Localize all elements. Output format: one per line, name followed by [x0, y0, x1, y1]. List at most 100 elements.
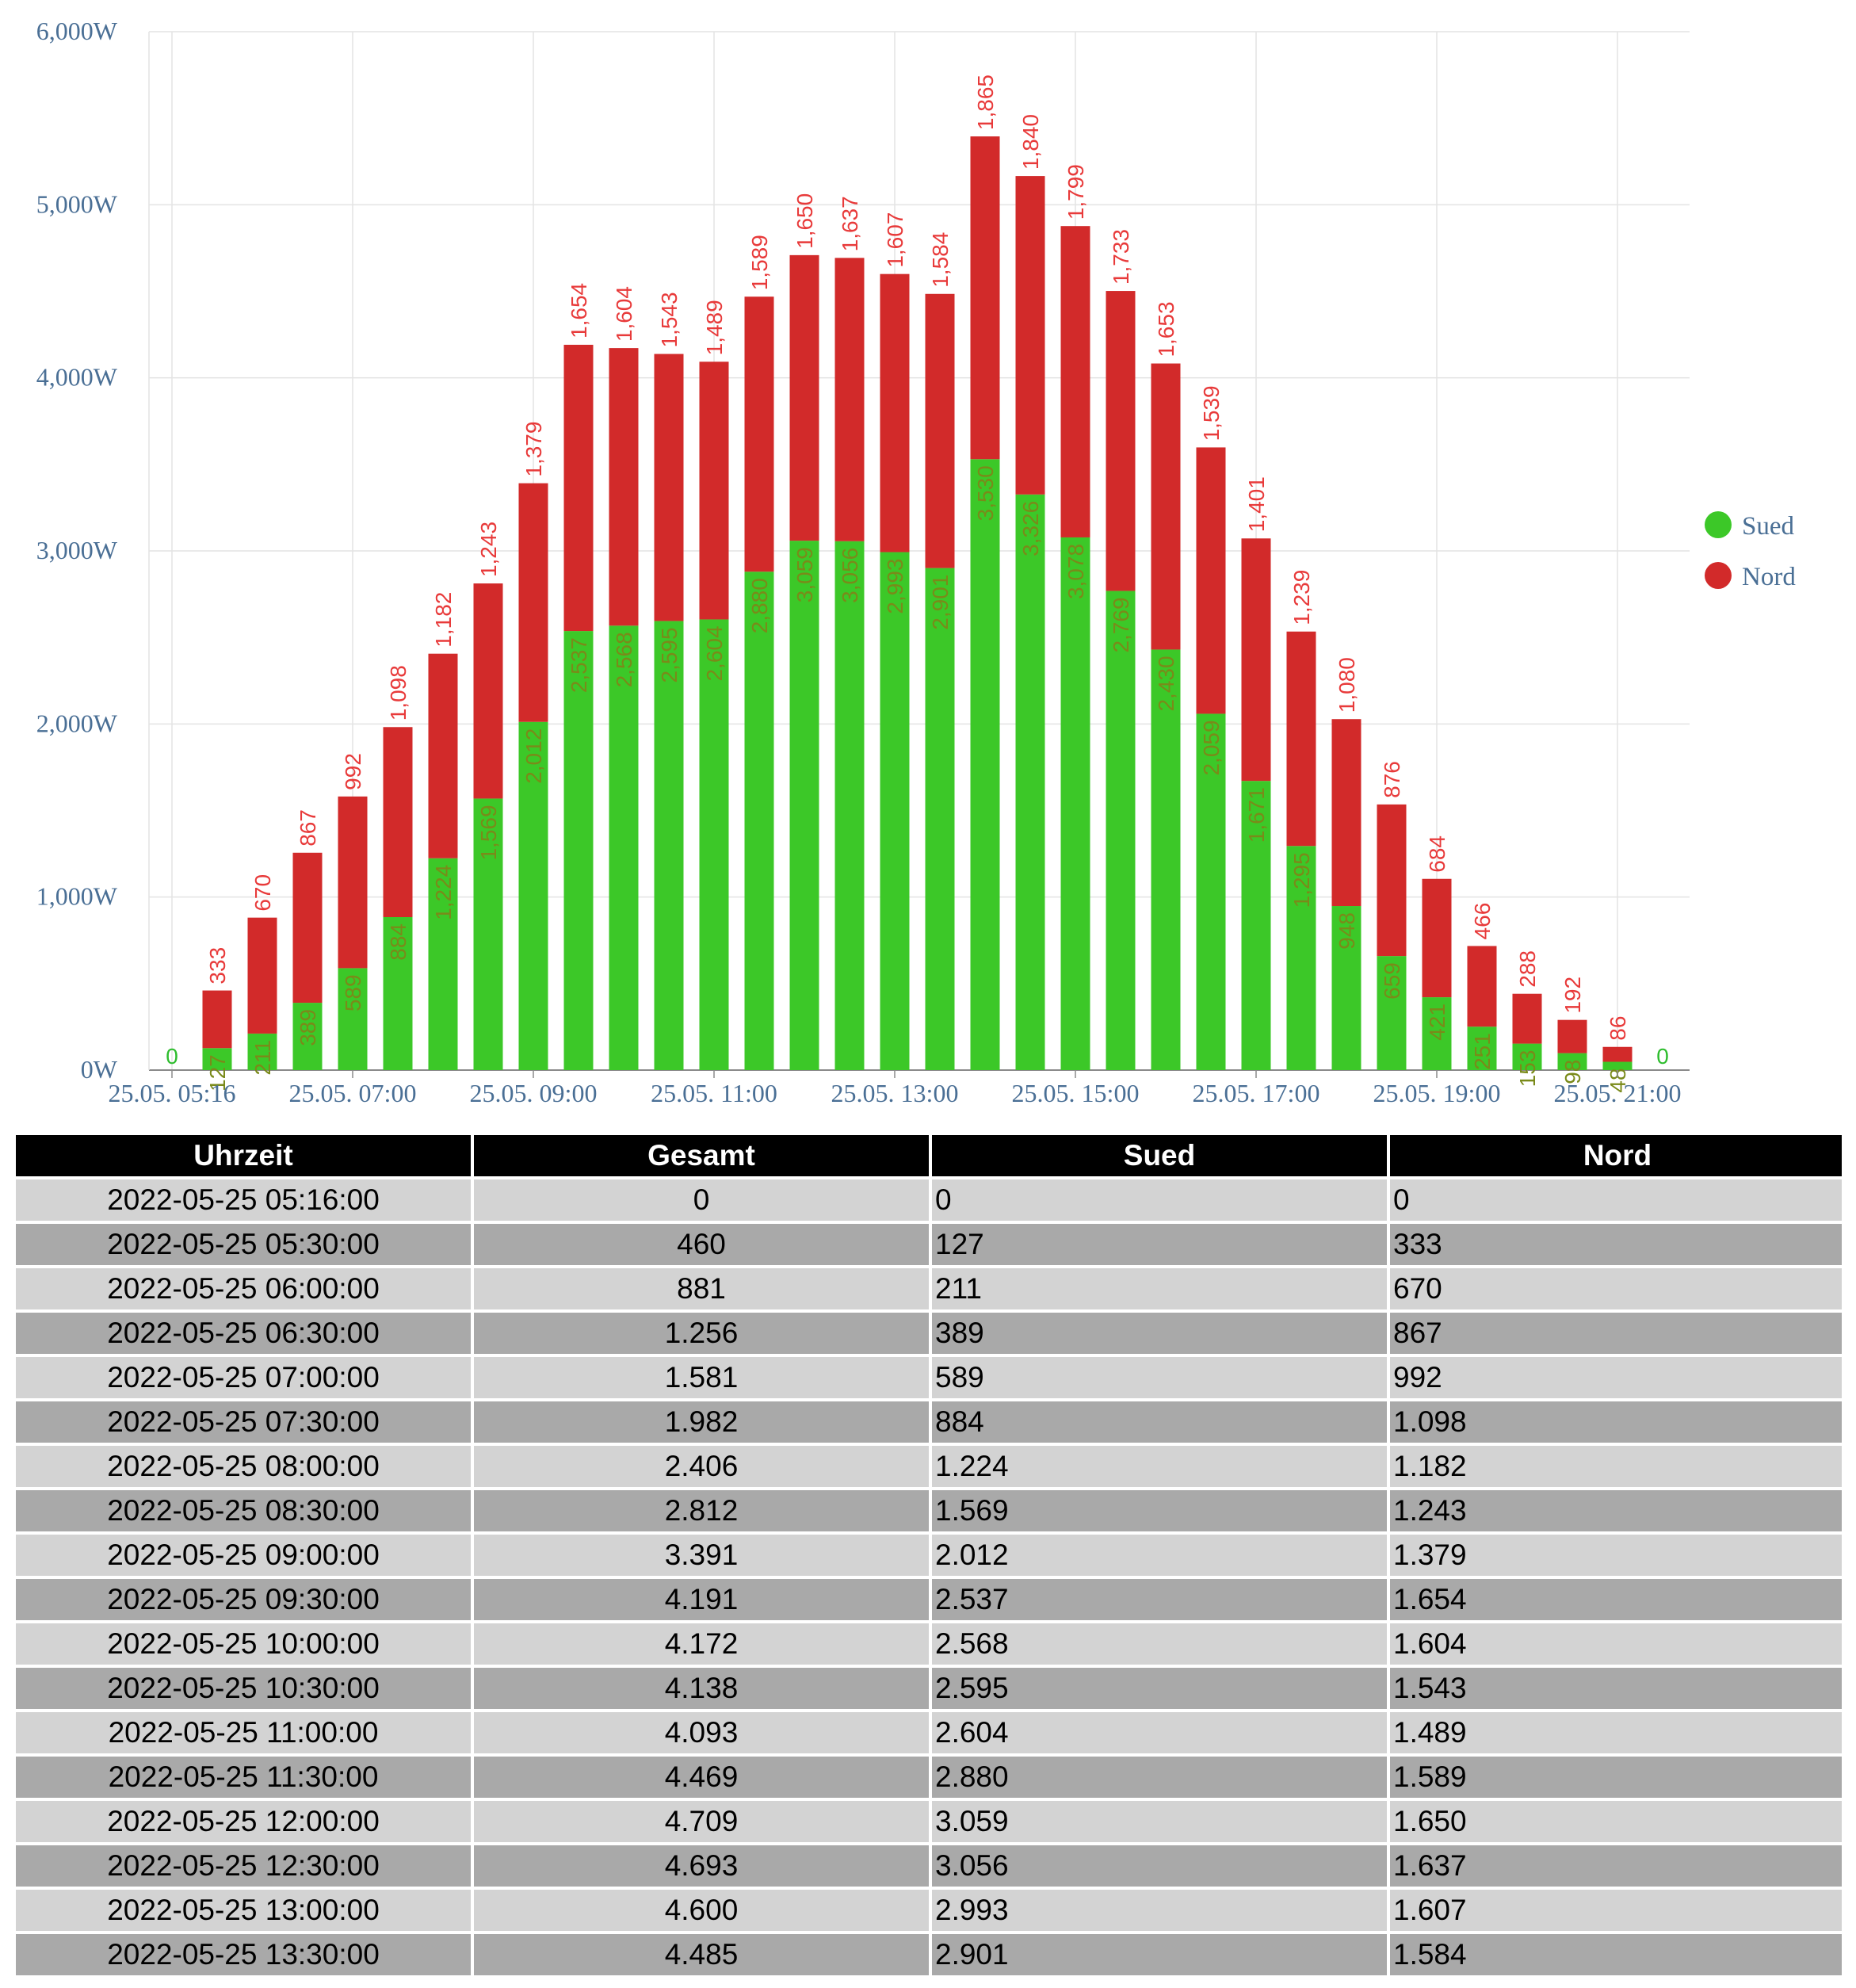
data-label-sued: 2,595: [657, 627, 682, 682]
legend-label-sued[interactable]: Sued: [1742, 512, 1795, 541]
data-label-sued: 3,530: [973, 465, 998, 521]
legend-marker-nord[interactable]: [1705, 562, 1732, 589]
cell-nord: 0: [1390, 1179, 1842, 1221]
data-label-sued: 2,059: [1199, 720, 1224, 775]
bar-sued: [1196, 713, 1226, 1070]
cell-nord: 1.650: [1390, 1801, 1842, 1842]
bar-nord: [789, 254, 819, 541]
data-label-sued: 3,059: [792, 547, 817, 602]
data-label-sued: 2,012: [521, 728, 546, 784]
data-label-sued: 1,671: [1244, 787, 1269, 843]
cell-gesamt: 2.406: [474, 1446, 929, 1487]
bar-nord: [834, 258, 865, 541]
bar-nord: [1467, 946, 1497, 1027]
cell-nord: 1.654: [1390, 1579, 1842, 1620]
table-row: 2022-05-25 08:00:00 2.406 1.224 1.182: [16, 1446, 1842, 1487]
data-label-sued: 1,224: [431, 865, 456, 920]
cell-gesamt: 3.391: [474, 1535, 929, 1576]
cell-gesamt: 4.693: [474, 1845, 929, 1887]
bar-nord: [1106, 291, 1136, 591]
bar-nord: [1331, 719, 1361, 907]
table-row: 2022-05-25 08:30:00 2.812 1.569 1.243: [16, 1490, 1842, 1531]
header-nord[interactable]: Nord: [1390, 1135, 1842, 1176]
data-label-nord: 1,489: [702, 300, 727, 355]
cell-gesamt: 4.469: [474, 1757, 929, 1798]
table-row: 2022-05-25 12:00:00 4.709 3.059 1.650: [16, 1801, 1842, 1842]
header-uhrzeit[interactable]: Uhrzeit: [16, 1135, 471, 1176]
data-label-nord: 86: [1606, 1016, 1630, 1041]
data-label-sued: 211: [250, 1040, 275, 1076]
data-label-sued: 589: [341, 974, 365, 1011]
cell-gesamt: 1.256: [474, 1313, 929, 1354]
cell-nord: 1.489: [1390, 1712, 1842, 1753]
table-row: 2022-05-25 10:30:00 4.138 2.595 1.543: [16, 1668, 1842, 1709]
bar-nord: [1241, 538, 1271, 782]
cell-uhrzeit: 2022-05-25 07:30:00: [16, 1401, 471, 1443]
bar-sued: [654, 621, 684, 1070]
cell-nord: 1.243: [1390, 1490, 1842, 1531]
cell-sued: 884: [932, 1401, 1387, 1443]
data-table-container: Uhrzeit Gesamt Sued Nord 2022-05-25 05:1…: [16, 1132, 1842, 1988]
bar-nord: [1060, 226, 1090, 537]
cell-sued: 2.537: [932, 1579, 1387, 1620]
legend-marker-sued[interactable]: [1705, 511, 1732, 538]
header-sued[interactable]: Sued: [932, 1135, 1387, 1176]
data-label-sued: 3,326: [1018, 501, 1043, 556]
cell-gesamt: 4.093: [474, 1712, 929, 1753]
bar-nord: [428, 653, 458, 858]
data-label-sued: 2,430: [1154, 656, 1178, 711]
bar-nord: [970, 136, 1000, 460]
data-label-sued: 3,078: [1064, 544, 1088, 599]
cell-nord: 670: [1390, 1268, 1842, 1309]
y-tick-label: 4,000W: [36, 363, 118, 392]
legend-label-nord[interactable]: Nord: [1742, 563, 1796, 591]
bar-nord: [563, 344, 594, 632]
bar-sued: [1286, 846, 1316, 1070]
bar-nord: [383, 727, 413, 917]
chart-bars: [202, 136, 1633, 1070]
data-label-sued: 389: [296, 1009, 320, 1046]
cell-uhrzeit: 2022-05-25 12:00:00: [16, 1801, 471, 1842]
chart-data-labels: 0 127 333 211 670 389 867 589 992 884 1,098 1,224 1,…: [166, 75, 1669, 1093]
bar-sued: [202, 1048, 232, 1070]
chart-axes: 0W 1,000W 2,000W 3,000W 4,000W 5,000W 6,000W 25…: [36, 17, 1682, 1107]
data-label-sued: 2,901: [928, 575, 953, 630]
bar-sued: [518, 721, 548, 1070]
cell-uhrzeit: 2022-05-25 09:30:00: [16, 1579, 471, 1620]
x-tick-label: 25.05. 05:16: [109, 1079, 236, 1107]
cell-gesamt: 4.191: [474, 1579, 929, 1620]
x-tick-label: 25.05. 15:00: [1012, 1079, 1140, 1107]
data-label-sued: 659: [1380, 962, 1404, 1000]
cell-gesamt: 460: [474, 1224, 929, 1265]
data-label-sued: 0: [166, 1044, 178, 1069]
cell-sued: 2.901: [932, 1934, 1387, 1975]
x-tick-label: 25.05. 21:00: [1554, 1079, 1682, 1107]
cell-sued: 1.569: [932, 1490, 1387, 1531]
cell-sued: 2.595: [932, 1668, 1387, 1709]
data-label-nord: 1,653: [1154, 301, 1178, 357]
cell-uhrzeit: 2022-05-25 13:00:00: [16, 1890, 471, 1931]
cell-sued: 589: [932, 1357, 1387, 1398]
data-label-sued: 2,568: [612, 632, 636, 687]
header-gesamt[interactable]: Gesamt: [474, 1135, 929, 1176]
table-row: 2022-05-25 05:30:00 460 127 333: [16, 1224, 1842, 1265]
y-tick-label: 5,000W: [36, 189, 118, 218]
data-label-nord: 876: [1380, 761, 1404, 798]
data-label-nord: 1,098: [386, 665, 411, 721]
data-label-nord: 1,840: [1018, 114, 1043, 170]
chart-legend: Sued Nord: [1705, 511, 1796, 591]
bar-nord: [1377, 804, 1407, 957]
x-tick-label: 25.05. 11:00: [651, 1079, 777, 1107]
table-row: 2022-05-25 12:30:00 4.693 3.056 1.637: [16, 1845, 1842, 1887]
cell-gesamt: 4.172: [474, 1623, 929, 1665]
data-label-nord: 1,604: [612, 286, 636, 342]
cell-gesamt: 4.709: [474, 1801, 929, 1842]
cell-gesamt: 1.982: [474, 1401, 929, 1443]
bar-nord: [202, 990, 232, 1049]
data-label-nord: 1,650: [792, 193, 817, 249]
data-label-sued: 884: [386, 923, 411, 961]
cell-uhrzeit: 2022-05-25 09:00:00: [16, 1535, 471, 1576]
cell-sued: 2.012: [932, 1535, 1387, 1576]
bar-nord: [744, 296, 774, 572]
bar-nord: [473, 583, 503, 799]
